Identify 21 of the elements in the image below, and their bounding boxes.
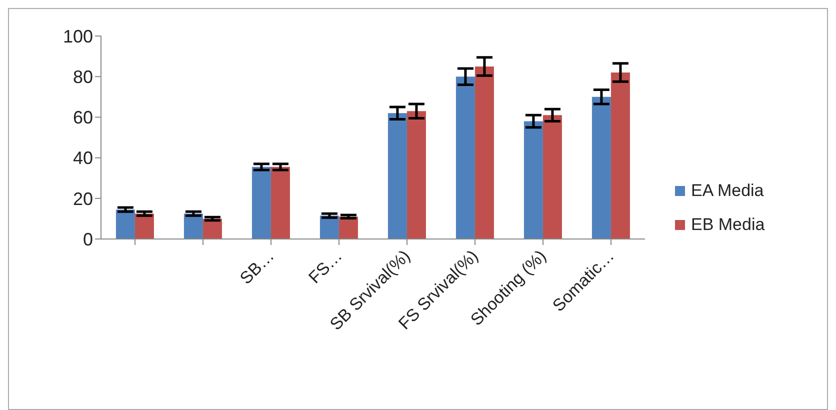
x-tick-label: SB… <box>236 246 278 288</box>
legend-label: EA Media <box>690 181 765 201</box>
bar <box>610 72 630 239</box>
y-tick-label: 100 <box>62 26 93 46</box>
bar <box>474 66 494 239</box>
y-tick-label: 0 <box>82 229 93 250</box>
bar <box>406 111 426 239</box>
bar <box>524 121 543 239</box>
y-tick-label: 80 <box>72 66 93 87</box>
bar <box>270 166 290 239</box>
y-tick-label: 60 <box>72 108 93 128</box>
x-tick-label: FS… <box>305 246 346 288</box>
bar <box>134 214 154 239</box>
bar <box>388 113 407 239</box>
y-tick-label: 20 <box>72 188 93 209</box>
legend-label: EB Media <box>690 215 766 235</box>
bar <box>592 96 611 239</box>
bar <box>542 115 562 239</box>
y-tick-label: 40 <box>72 148 93 168</box>
bar <box>252 166 271 239</box>
bar <box>456 76 475 239</box>
